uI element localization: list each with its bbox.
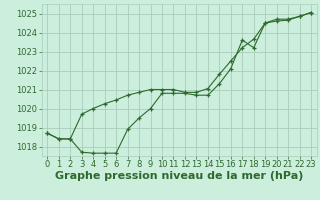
X-axis label: Graphe pression niveau de la mer (hPa): Graphe pression niveau de la mer (hPa) — [55, 171, 303, 181]
